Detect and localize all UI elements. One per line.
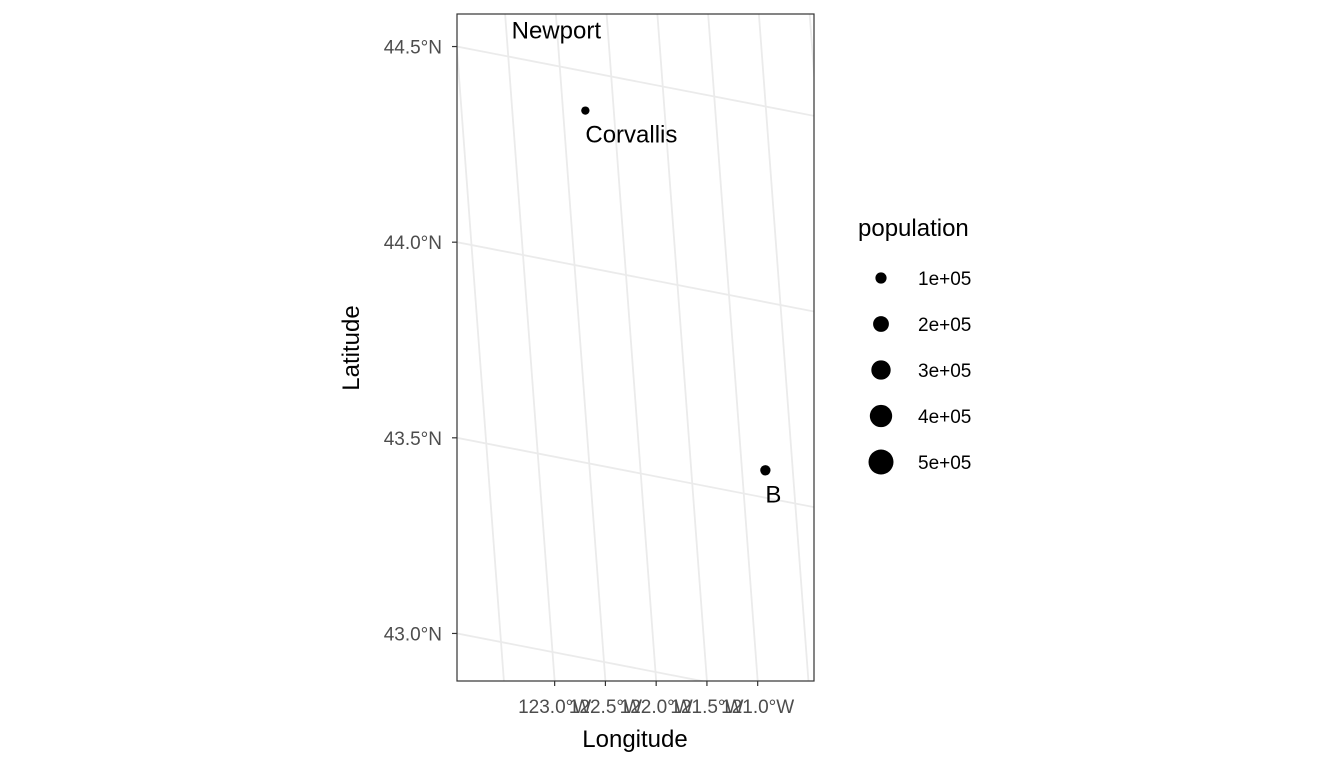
legend-key [871,360,891,380]
legend-key [875,272,887,284]
city-label-bend: B [765,481,781,508]
meridian-line [457,37,505,681]
legend-label: 4e+05 [918,407,971,428]
city-point-corvallis [581,106,590,115]
legend-label: 1e+05 [918,269,971,290]
y-tick-label: 43.5°N [384,429,442,450]
legend: population 1e+05 2e+05 3e+05 4e+05 5e+05 [858,215,971,475]
x-tick-label: 121.0°W [721,697,794,718]
meridian-line [504,14,556,681]
meridian-line [757,14,810,681]
city-label-corvallis: Corvallis [585,122,677,149]
legend-key [873,316,889,332]
meridian-line [707,14,759,681]
meridian-line [605,14,658,681]
x-tick-label: 122.0°W [620,697,693,718]
city-point-bend [760,465,771,476]
city-points [509,4,771,476]
graticule-grid [457,14,814,681]
legend-label: 2e+05 [918,315,971,336]
x-tick-label: 123.0°W [518,697,591,718]
legend-key [868,449,894,475]
x-tick-label: 122.5°W [569,697,642,718]
legend-title: population [858,215,969,242]
y-axis-title: Latitude [338,305,365,390]
meridian-line [554,14,607,681]
y-tick-label: 43.0°N [384,624,442,645]
panel-background [457,14,814,681]
city-labels: PortlandNewportCorvallisBAshland [512,17,782,508]
legend-label: 3e+05 [918,361,971,382]
x-axis-title: Longitude [582,726,687,753]
y-axis-ticks: 42.0°N42.5°N43.0°N43.5°N44.0°N44.5°N45.0… [384,38,457,645]
panel-border [456,13,815,682]
y-tick-label: 44.5°N [384,38,442,59]
legend-label: 5e+05 [918,453,971,474]
city-label-newport: Newport [512,17,602,44]
y-tick-label: 44.0°N [384,233,442,254]
legend-key [869,404,893,428]
city-point-newport [509,4,514,9]
x-tick-label: 121.5°W [670,697,743,718]
meridian-line [656,14,708,681]
